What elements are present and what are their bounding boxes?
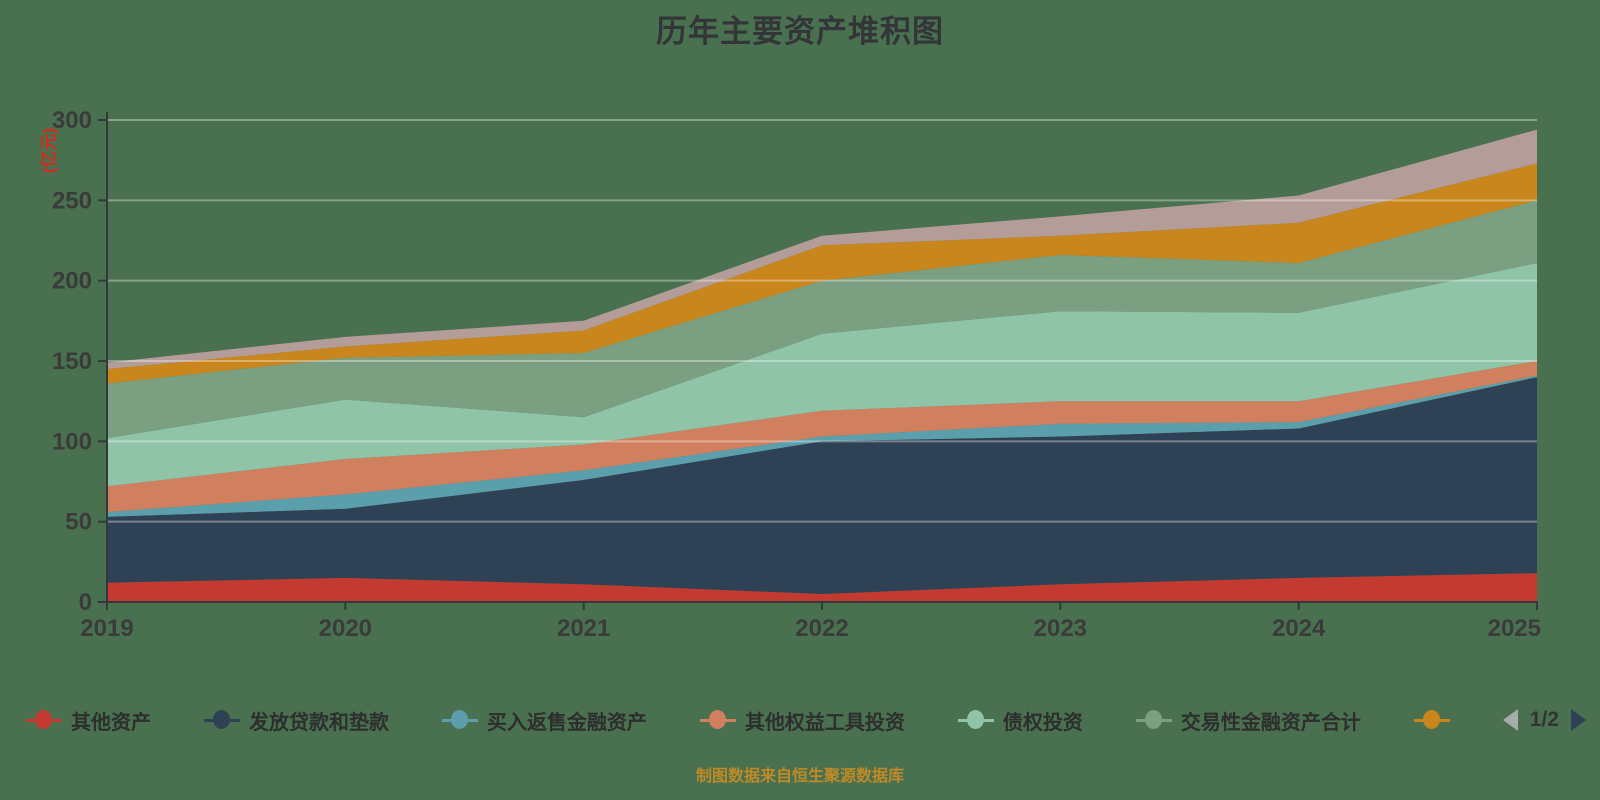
area-series-series-7[interactable] [107, 163, 1537, 384]
y-tick-label-100: 100 [52, 428, 92, 455]
legend-item-债权投资[interactable]: 债权投资 [957, 706, 1083, 735]
legend-line-circle-icon [26, 709, 62, 731]
area-series-发放贷款和垫款[interactable] [107, 377, 1537, 594]
legend-item-其他资产[interactable]: 其他资产 [26, 706, 151, 735]
area-series-买入返售金融资产[interactable] [107, 375, 1537, 517]
legend-line-circle-icon [699, 709, 736, 731]
legend-pager: 1/2 [1502, 708, 1586, 732]
x-tick-label-2020: 2020 [319, 615, 372, 642]
x-tick-label-2024: 2024 [1272, 615, 1326, 642]
legend-item-发放贷款和垫款[interactable]: 发放贷款和垫款 [203, 706, 389, 735]
legend-line-circle-icon [957, 709, 994, 731]
stacked-area-chart: 0 50 100 150 200 250 300 2019 2020 2021 2022 2023 20… [52, 107, 1541, 642]
legend-line-circle-icon [441, 709, 478, 731]
legend-label: 交易性金融资产合计 [1180, 711, 1361, 734]
page-title: 历年主要资产堆积图 [656, 14, 944, 49]
legend-line-circle-icon [1413, 709, 1450, 731]
y-tick-label-150: 150 [52, 348, 92, 375]
y-tick-label-0: 0 [79, 589, 92, 616]
legend: 其他资产 发放贷款和垫款 买入返售金融资产 其他权益工具投资 债权投资 交易性金融资产合计… [26, 700, 1586, 740]
legend-item-其他权益工具投资[interactable]: 其他权益工具投资 [699, 706, 905, 735]
area-series-交易性金融资产合计[interactable] [107, 200, 1537, 439]
legend-line-circle-icon [203, 709, 240, 731]
legend-next-page-icon[interactable] [1570, 709, 1586, 731]
x-tick-label-2023: 2023 [1034, 615, 1087, 642]
x-tick-label-2019: 2019 [80, 615, 133, 642]
y-tick-label-200: 200 [52, 268, 92, 295]
legend-item-交易性金融资产合计[interactable]: 交易性金融资产合计 [1135, 706, 1361, 735]
legend-label: 其他权益工具投资 [744, 711, 905, 734]
legend-page-indicator: 1/2 [1529, 708, 1559, 731]
x-tick-label-2022: 2022 [795, 615, 848, 642]
data-source-note: 制图数据来自恒生聚源数据库 [695, 768, 904, 785]
y-tick-label-250: 250 [52, 187, 92, 214]
legend-item-series-7[interactable] [1413, 709, 1450, 731]
area-series-债权投资[interactable] [107, 263, 1537, 487]
y-tick-label-50: 50 [65, 509, 92, 536]
y-tick-label-300: 300 [52, 107, 92, 134]
legend-label: 买入返售金融资产 [486, 711, 647, 734]
legend-label: 债权投资 [1002, 711, 1083, 734]
x-tick-label-2025: 2025 [1488, 615, 1541, 642]
legend-item-买入返售金融资产[interactable]: 买入返售金融资产 [441, 706, 647, 735]
x-tick-label-2021: 2021 [557, 615, 610, 642]
area-series-其他资产[interactable] [107, 573, 1537, 602]
legend-prev-page-icon[interactable] [1502, 709, 1518, 731]
legend-label: 发放贷款和垫款 [248, 711, 389, 734]
area-series-其他权益工具投资[interactable] [107, 361, 1537, 512]
legend-line-circle-icon [1135, 709, 1172, 731]
legend-label: 其他资产 [71, 711, 151, 734]
